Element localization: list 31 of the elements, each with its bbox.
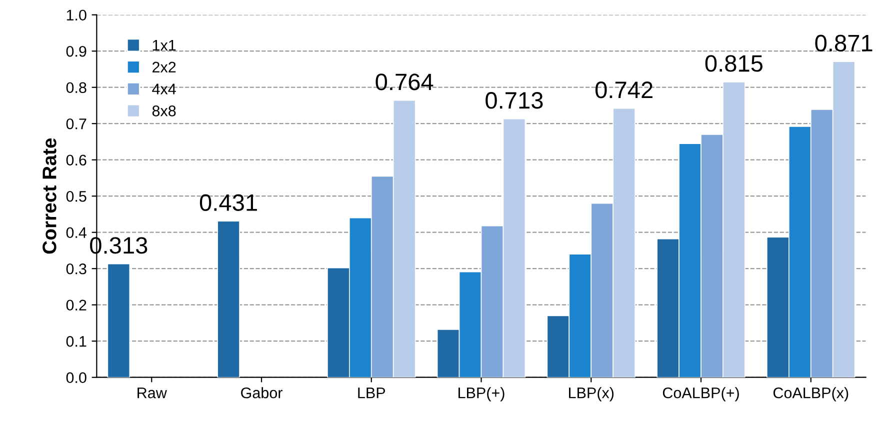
- y-tick-label: 0.1: [66, 336, 86, 347]
- y-tick-label: 0.5: [66, 190, 86, 202]
- y-tick-label: 0.0: [66, 372, 86, 384]
- data-label: 0.764: [376, 74, 434, 90]
- y-tick-label: 0.8: [66, 82, 86, 94]
- data-label: 0.713: [486, 92, 543, 109]
- x-tick-label: CoALBP(+): [662, 387, 739, 402]
- legend-label: 2x2: [152, 62, 176, 72]
- x-tick-label: Gabor: [241, 387, 282, 398]
- x-tick-label: LBP(x): [569, 387, 614, 402]
- bar: [217, 220, 240, 378]
- y-tick-label: 0.4: [66, 227, 87, 238]
- data-label: 0.871: [815, 34, 872, 52]
- data-label: 0.431: [200, 194, 257, 212]
- y-tick-label: 0.6: [66, 154, 86, 166]
- x-tick-label: LBP: [358, 388, 386, 398]
- legend-label: 8x8: [152, 106, 176, 116]
- x-tick-label: CoALBP(x): [773, 387, 848, 402]
- y-tick-label: 0.9: [66, 46, 86, 57]
- x-tick-label: Raw: [138, 388, 167, 398]
- y-tick-label: 0.2: [66, 300, 86, 311]
- bar: [107, 263, 130, 378]
- x-tick-label: LBP(+): [458, 387, 504, 402]
- y-tick-label: 1.0: [66, 10, 86, 21]
- legend-label: 4x4: [152, 84, 176, 94]
- y-tick-label: 0.3: [66, 263, 86, 274]
- legend-label: 1x1: [152, 40, 176, 51]
- y-axis-title: Correct Rate: [42, 138, 56, 254]
- y-tick-label: 0.7: [66, 118, 86, 130]
- data-label: 0.742: [595, 82, 652, 98]
- data-label: 0.815: [705, 55, 763, 72]
